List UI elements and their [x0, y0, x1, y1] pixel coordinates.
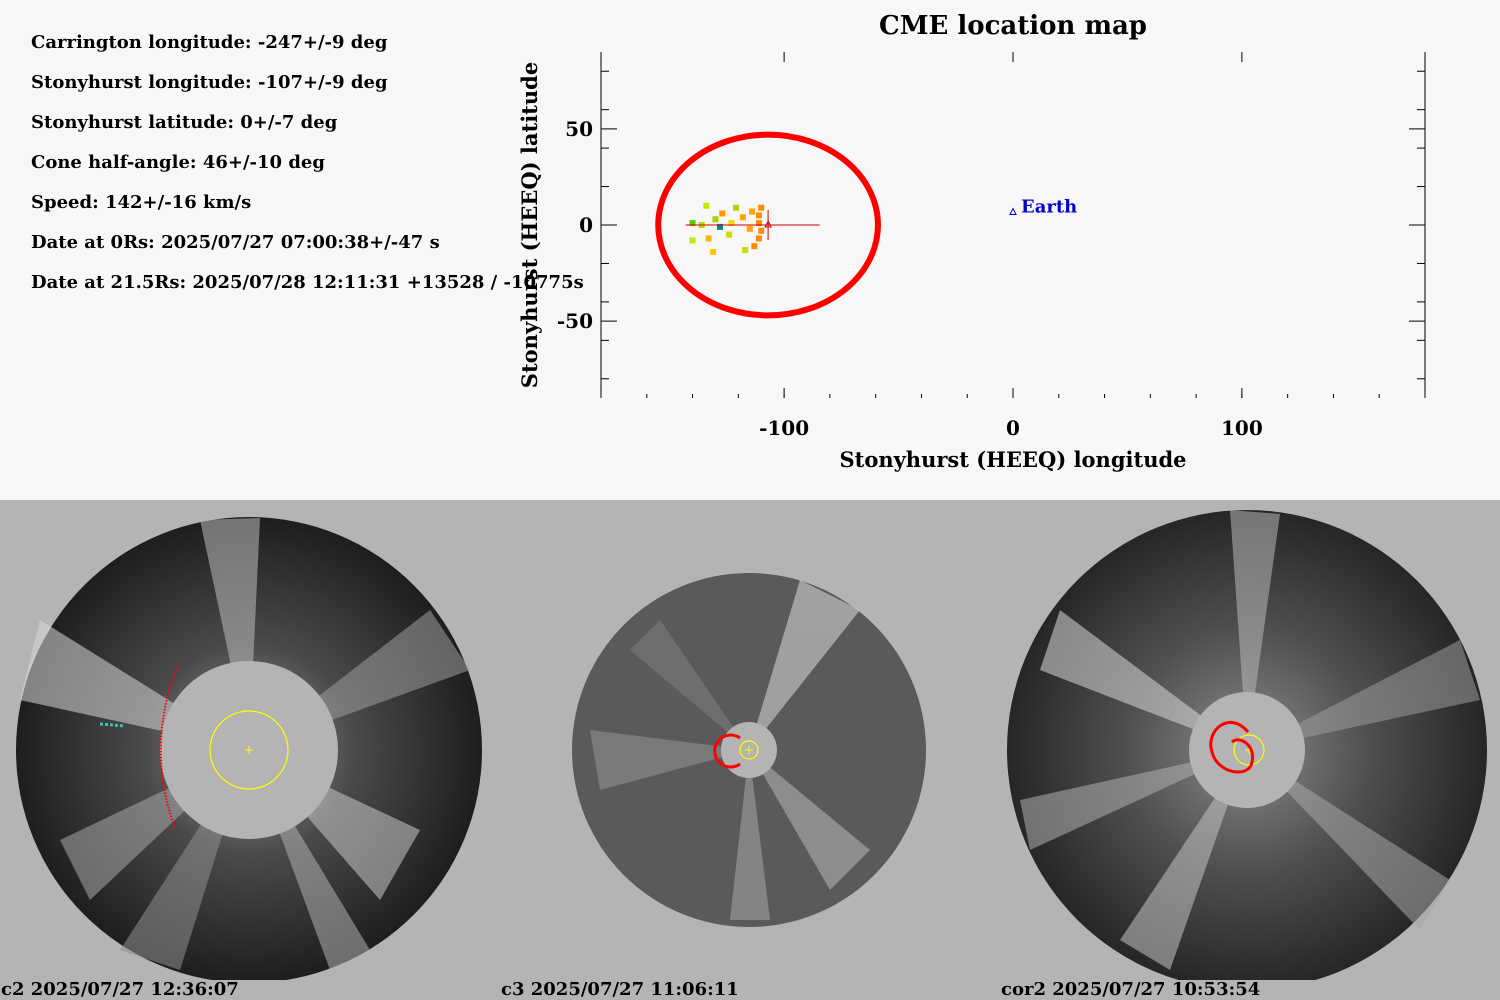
- caption-c2: c2 2025/07/27 12:36:07: [1, 979, 239, 1000]
- y-axis-label: Stonyhurst (HEEQ) latitude: [517, 62, 542, 388]
- earth-triangle-icon: [1009, 207, 1017, 216]
- source-point: [755, 235, 762, 242]
- x-tick-label: -100: [759, 416, 809, 440]
- cme-center-layer: [685, 210, 820, 240]
- source-point: [710, 248, 717, 255]
- chart-title: CME location map: [879, 11, 1147, 41]
- c2-sun-limb: [209, 710, 289, 790]
- source-point: [719, 210, 726, 217]
- c2-feature-mark: [99, 722, 126, 728]
- source-point: [742, 246, 749, 253]
- source-point: [705, 235, 712, 242]
- earth-label: Earth: [1021, 197, 1077, 218]
- source-point: [703, 202, 710, 209]
- source-point: [749, 208, 756, 215]
- source-point: [758, 204, 765, 211]
- source-point: [726, 231, 733, 238]
- cone-outline: [655, 131, 881, 319]
- c3-sun-center-icon: [745, 746, 753, 754]
- source-point: [755, 212, 762, 219]
- source-point: [689, 220, 696, 227]
- source-point: [689, 237, 696, 244]
- source-point: [739, 214, 746, 221]
- x-tick-label: 100: [1221, 416, 1263, 440]
- c2-cme-front: [159, 665, 179, 831]
- coronagraph-image-c3: [572, 573, 926, 927]
- cme-location-map: CME location map Stonyhurst (HEEQ) longi…: [517, 11, 1426, 472]
- param-date-21rs: Date at 21.5Rs: 2025/07/28 12:11:31 +135…: [31, 272, 584, 293]
- coronagraph-panel: c2 2025/07/27 12:36:07 c3 2025/07/27 11:…: [0, 500, 1500, 1000]
- source-point: [746, 225, 753, 232]
- c3-cme-front: [713, 733, 741, 769]
- param-stonyhurst-latitude: Stonyhurst latitude: 0+/-7 deg: [31, 112, 338, 133]
- cor2-cme-front: [1209, 720, 1255, 774]
- source-point: [712, 216, 719, 223]
- axis-ticks: -100 0 100 50 0 -50: [557, 52, 1425, 440]
- source-point: [758, 227, 765, 234]
- coronagraph-image-c2: [16, 517, 482, 980]
- cme-center-marker: [764, 219, 772, 228]
- x-tick-label: 0: [1006, 416, 1020, 440]
- c3-sun-limb: [739, 740, 759, 760]
- cme-parameters: Carrington longitude: -247+/-9 deg Stony…: [31, 30, 584, 310]
- c3-streamers: [590, 580, 870, 920]
- caption-cor2: cor2 2025/07/27 10:53:54: [1001, 979, 1261, 1000]
- source-point: [717, 223, 724, 230]
- cone-outline-layer: [655, 131, 881, 319]
- y-tick-label: 50: [565, 117, 593, 141]
- caption-c3: c3 2025/07/27 11:06:11: [501, 979, 739, 1000]
- c2-sun-center-icon: [245, 746, 253, 754]
- source-points-layer: [689, 202, 765, 255]
- param-cone-half-angle: Cone half-angle: 46+/-10 deg: [31, 152, 325, 173]
- coronagraph-image-cor2: [1007, 510, 1487, 980]
- source-point: [751, 243, 758, 250]
- y-tick-label: 0: [579, 213, 593, 237]
- earth-marker: Earth: [1009, 197, 1077, 218]
- top-panel: Carrington longitude: -247+/-9 deg Stony…: [31, 11, 1426, 472]
- source-point: [733, 204, 740, 211]
- source-point: [728, 220, 735, 227]
- source-point: [755, 220, 762, 227]
- y-tick-label: -50: [557, 309, 593, 333]
- param-date-0rs: Date at 0Rs: 2025/07/27 07:00:38+/-47 s: [31, 232, 440, 253]
- cor2-sun-limb: [1233, 734, 1265, 766]
- param-carrington-longitude: Carrington longitude: -247+/-9 deg: [31, 32, 388, 53]
- param-stonyhurst-longitude: Stonyhurst longitude: -107+/-9 deg: [31, 72, 388, 93]
- x-axis-label: Stonyhurst (HEEQ) longitude: [839, 447, 1186, 472]
- cor2-streamers: [1020, 510, 1480, 970]
- param-speed: Speed: 142+/-16 km/s: [31, 192, 252, 213]
